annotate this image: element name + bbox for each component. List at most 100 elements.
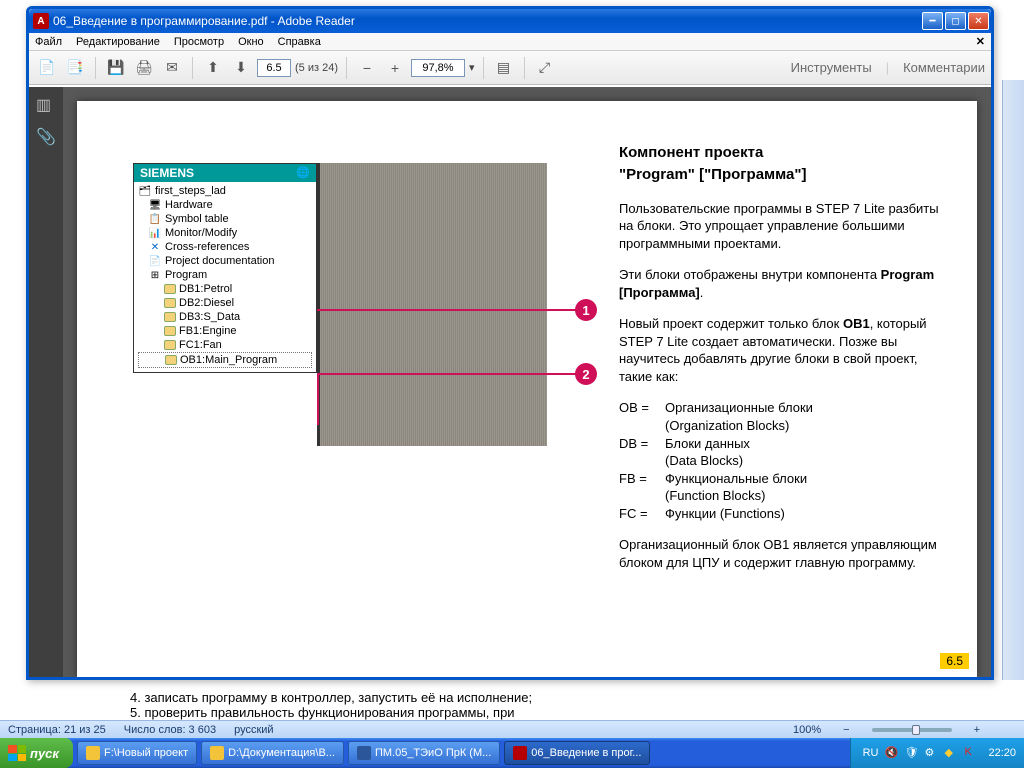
- status-words[interactable]: Число слов: 3 603: [124, 724, 216, 736]
- callout-line-1: [317, 309, 577, 311]
- menu-close-doc[interactable]: ✕: [976, 35, 985, 48]
- reader-title: 06_Введение в программирование.pdf - Ado…: [53, 14, 922, 28]
- siemens-title: SIEMENS: [140, 166, 194, 180]
- pdf-paragraph: Пользовательские программы в STEP 7 Lite…: [619, 200, 949, 253]
- zoom-dropdown-icon[interactable]: ▾: [469, 61, 475, 74]
- tray-icon[interactable]: ⚙: [924, 746, 938, 760]
- pdf-paragraph: Эти блоки отображены внутри компонента P…: [619, 266, 949, 301]
- taskbar-item-active[interactable]: 06_Введение в прог...: [504, 741, 650, 765]
- tree-item-symbol[interactable]: 📋Symbol table: [138, 212, 312, 226]
- taskbar-item[interactable]: F:\Новый проект: [77, 741, 197, 765]
- pdf-icon: [513, 746, 527, 760]
- export-pdf-icon[interactable]: 📄: [35, 56, 59, 80]
- word-statusbar: Страница: 21 из 25 Число слов: 3 603 рус…: [0, 720, 1024, 738]
- tree-root[interactable]: 🗂first_steps_lad: [138, 184, 312, 198]
- tools-panel-link[interactable]: Инструменты: [791, 60, 872, 75]
- print-icon[interactable]: 🖨: [132, 56, 156, 80]
- create-pdf-icon[interactable]: 📑: [63, 56, 87, 80]
- word-line: 5. проверить правильность функционирован…: [130, 705, 532, 720]
- attachments-icon[interactable]: 📎: [36, 127, 56, 147]
- pdf-page-number: 6.5: [940, 653, 969, 669]
- minimize-button[interactable]: ━: [922, 12, 943, 30]
- callout-line-2h: [317, 373, 577, 375]
- page-up-icon[interactable]: ⬆: [201, 56, 225, 80]
- tree-item-docs[interactable]: 📄Project documentation: [138, 254, 312, 268]
- pdf-paragraph: Новый проект содержит только блок OB1, к…: [619, 315, 949, 385]
- reader-page-area[interactable]: SIEMENS 🌐 🗂first_steps_lad 🖥Hardware 📋Sy…: [63, 87, 991, 677]
- callout-badge-2: 2: [575, 363, 597, 385]
- menu-view[interactable]: Просмотр: [174, 36, 224, 48]
- pdf-definitions: OB =Организационные блоки (Organization …: [619, 399, 949, 522]
- tree-block[interactable]: FB1:Engine: [138, 324, 312, 338]
- status-page[interactable]: Страница: 21 из 25: [8, 724, 106, 736]
- folder-icon: [86, 746, 100, 760]
- tray-icon[interactable]: 🛡: [904, 746, 918, 760]
- status-lang[interactable]: русский: [234, 724, 273, 736]
- taskbar-item[interactable]: D:\Документация\В...: [201, 741, 344, 765]
- start-label: пуск: [30, 746, 59, 761]
- pdf-heading: Компонент проекта: [619, 143, 949, 163]
- reader-toolbar: 📄 📑 💾 🖨 ✉ ⬆ ⬇ (5 из 24) − + ▾ ▤ ⤢ Инстру…: [29, 51, 991, 85]
- fit-width-icon[interactable]: ▤: [492, 56, 516, 80]
- tree-block-selected[interactable]: OB1:Main_Program: [138, 352, 312, 368]
- folder-icon: [210, 746, 224, 760]
- page-total: (5 из 24): [295, 62, 338, 74]
- start-button[interactable]: пуск: [0, 738, 73, 768]
- menu-help[interactable]: Справка: [278, 36, 321, 48]
- siemens-tree-panel: SIEMENS 🌐 🗂first_steps_lad 🖥Hardware 📋Sy…: [133, 163, 317, 373]
- page-down-icon[interactable]: ⬇: [229, 56, 253, 80]
- editor-empty-area: [317, 163, 547, 446]
- tree-item-hardware[interactable]: 🖥Hardware: [138, 198, 312, 212]
- taskbar: пуск F:\Новый проект D:\Документация\В..…: [0, 738, 1024, 768]
- windows-logo-icon: [8, 745, 26, 761]
- page-number-input[interactable]: [257, 59, 291, 77]
- tree-item-xref[interactable]: ✕Cross-references: [138, 240, 312, 254]
- tray-kaspersky-icon[interactable]: K: [964, 746, 978, 760]
- zoom-control[interactable]: 100% −+: [793, 724, 998, 736]
- tree-item-program[interactable]: ⊞Program: [138, 268, 312, 282]
- pdf-text-column: Компонент проекта "Program" ["Программа"…: [619, 143, 949, 571]
- reader-app-icon: A: [33, 13, 49, 29]
- word-right-toolbar: [1002, 80, 1024, 680]
- tray-icon[interactable]: ◆: [944, 746, 958, 760]
- reader-body: ▥ 📎 SIEMENS 🌐 🗂first_steps_lad 🖥Hardware…: [29, 87, 991, 677]
- tray-icon[interactable]: 🔇: [884, 746, 898, 760]
- globe-icon: 🌐: [296, 166, 310, 180]
- zoom-out-icon[interactable]: −: [355, 56, 379, 80]
- menu-edit[interactable]: Редактирование: [76, 36, 160, 48]
- tray-lang[interactable]: RU: [863, 747, 879, 759]
- reader-sidebar: ▥ 📎: [29, 87, 63, 677]
- menu-window[interactable]: Окно: [238, 36, 264, 48]
- word-body-text: 4. записать программу в контроллер, запу…: [130, 690, 532, 720]
- tree-block[interactable]: FC1:Fan: [138, 338, 312, 352]
- callout-line-2v: [317, 373, 319, 425]
- reader-titlebar[interactable]: A 06_Введение в программирование.pdf - A…: [29, 9, 991, 33]
- tree-block[interactable]: DB2:Diesel: [138, 296, 312, 310]
- comments-panel-link[interactable]: Комментарии: [903, 60, 985, 75]
- email-icon[interactable]: ✉: [160, 56, 184, 80]
- reader-menubar: Файл Редактирование Просмотр Окно Справк…: [29, 33, 991, 51]
- read-mode-icon[interactable]: ⤢: [533, 56, 557, 80]
- zoom-in-icon[interactable]: +: [383, 56, 407, 80]
- taskbar-item[interactable]: ПМ.05_ТЭиО ПрК (М...: [348, 741, 500, 765]
- siemens-header: SIEMENS 🌐: [134, 164, 316, 182]
- close-button[interactable]: ✕: [968, 12, 989, 30]
- zoom-input[interactable]: [411, 59, 465, 77]
- pdf-paragraph: Организационный блок OB1 является управл…: [619, 536, 949, 571]
- project-tree: 🗂first_steps_lad 🖥Hardware 📋Symbol table…: [134, 182, 316, 372]
- adobe-reader-window: A 06_Введение в программирование.pdf - A…: [26, 6, 994, 680]
- save-icon[interactable]: 💾: [104, 56, 128, 80]
- pdf-page: SIEMENS 🌐 🗂first_steps_lad 🖥Hardware 📋Sy…: [77, 101, 977, 677]
- system-tray[interactable]: RU 🔇 🛡 ⚙ ◆ K 22:20: [850, 738, 1024, 768]
- tree-block[interactable]: DB1:Petrol: [138, 282, 312, 296]
- thumbnails-icon[interactable]: ▥: [36, 95, 56, 115]
- tray-clock[interactable]: 22:20: [988, 747, 1016, 759]
- pdf-heading: "Program" ["Программа"]: [619, 165, 949, 185]
- word-line: 4. записать программу в контроллер, запу…: [130, 690, 532, 705]
- menu-file[interactable]: Файл: [35, 36, 62, 48]
- maximize-button[interactable]: ◻: [945, 12, 966, 30]
- word-icon: [357, 746, 371, 760]
- tree-item-monitor[interactable]: 📊Monitor/Modify: [138, 226, 312, 240]
- tree-block[interactable]: DB3:S_Data: [138, 310, 312, 324]
- zoom-value: 100%: [793, 724, 821, 736]
